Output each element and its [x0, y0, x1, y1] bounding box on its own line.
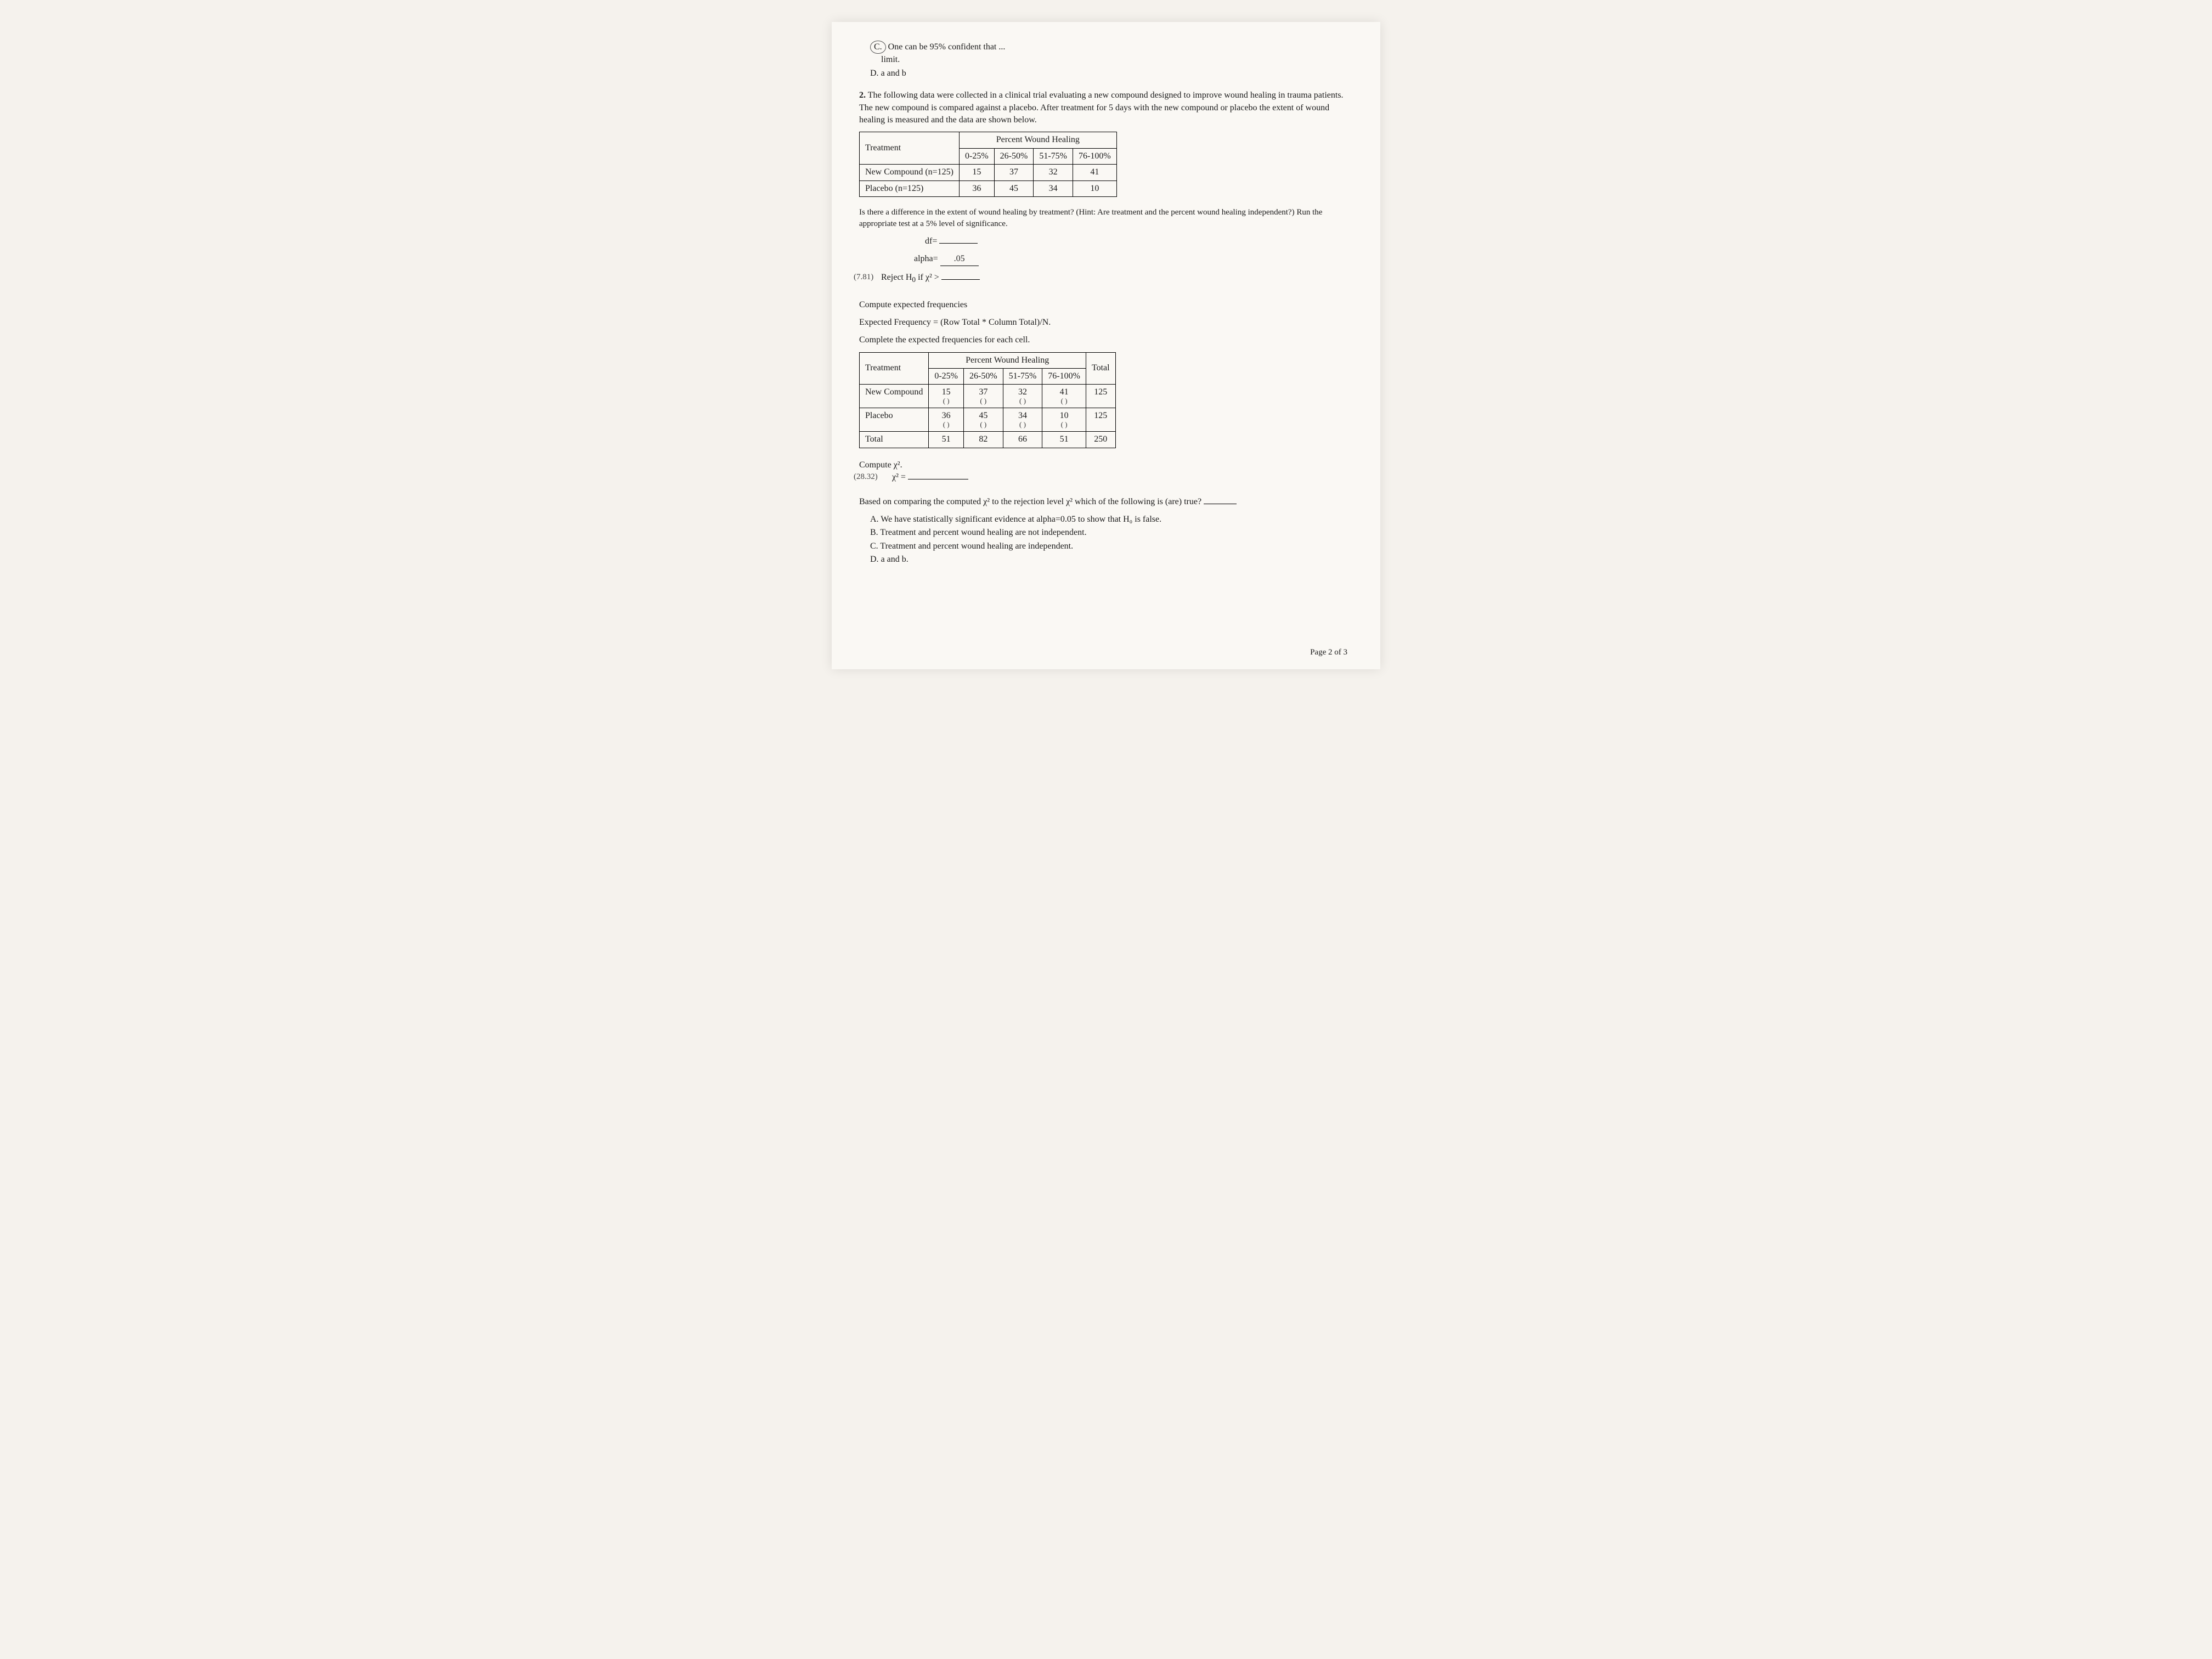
question-text: The following data were collected in a c…	[859, 91, 1344, 125]
conclusion-options: A. We have statistically significant evi…	[859, 514, 1353, 566]
question-2-prompt: 2. The following data were collected in …	[859, 89, 1353, 126]
cell: 34	[1034, 180, 1073, 196]
alpha-value[interactable]: .05	[940, 253, 979, 266]
option-d: D. a and b.	[870, 554, 1353, 566]
option-b: B. Treatment and percent wound healing a…	[870, 527, 1353, 539]
alpha-label: alpha=	[914, 254, 938, 263]
option-d-letter: D.	[870, 69, 879, 78]
cell[interactable]: 10	[1048, 410, 1080, 422]
cell[interactable]: 15	[934, 386, 958, 398]
cell: 37	[994, 165, 1034, 180]
compute-label-b: χ² =	[892, 472, 906, 482]
cell: 51	[929, 432, 964, 448]
col-76-100: 76-100%	[1042, 369, 1086, 385]
expected-heading: Compute expected frequencies	[859, 299, 1353, 311]
question-2-subprompt: Is there a difference in the extent of w…	[859, 207, 1353, 230]
option-d-text: a and b	[881, 69, 906, 78]
row-label: New Compound	[860, 385, 929, 408]
row-label: New Compound (n=125)	[860, 165, 960, 180]
col-0-25: 0-25%	[960, 148, 995, 164]
option-a: A. We have statistically significant evi…	[870, 514, 1353, 526]
df-blank[interactable]	[939, 243, 978, 244]
cell: 10	[1073, 180, 1116, 196]
col-26-50: 26-50%	[994, 148, 1034, 164]
complete-line: Complete the expected frequencies for ea…	[859, 334, 1353, 346]
page-footer: Page 2 of 3	[1310, 647, 1347, 658]
cell[interactable]: 37	[969, 386, 997, 398]
cell: 66	[1003, 432, 1042, 448]
row-label: Total	[860, 432, 929, 448]
cell[interactable]: 32	[1009, 386, 1037, 398]
reject-blank[interactable]	[941, 279, 980, 280]
col-0-25: 0-25%	[929, 369, 964, 385]
table1-row-newcompound: New Compound (n=125) 15 37 32 41	[860, 165, 1117, 180]
compute-margin-note: (28.32)	[854, 471, 878, 483]
cell: 45	[994, 180, 1034, 196]
table2-row-placebo: Placebo 36 45 34 10 125	[860, 408, 1116, 432]
cell: 32	[1034, 165, 1073, 180]
cell[interactable]: 36	[934, 410, 958, 422]
question-number: 2.	[859, 91, 866, 100]
table2-row-total: Total 51 82 66 51 250	[860, 432, 1116, 448]
observed-table: Treatment Percent Wound Healing 0-25% 26…	[859, 132, 1117, 197]
cell-total: 125	[1086, 385, 1115, 408]
col-51-75: 51-75%	[1034, 148, 1073, 164]
compute-label-a: Compute χ².	[859, 460, 902, 470]
col-26-50: 26-50%	[963, 369, 1003, 385]
row-label: Placebo (n=125)	[860, 180, 960, 196]
option-c-letter: C.	[870, 41, 886, 54]
col-76-100: 76-100%	[1073, 148, 1116, 164]
cell-total: 250	[1086, 432, 1115, 448]
df-label: df=	[925, 236, 937, 246]
table2-rowheader: Treatment	[860, 352, 929, 385]
reject-margin-note: (7.81)	[854, 272, 873, 283]
conclusion-prompt: Based on comparing the computed χ² to th…	[859, 496, 1353, 508]
cell[interactable]: 41	[1048, 386, 1080, 398]
col-total: Total	[1086, 352, 1115, 385]
df-line: df=	[925, 235, 1353, 247]
option-c-text: One can be 95% confident that ...	[888, 42, 1006, 52]
option-d: D. a and b	[870, 67, 1353, 80]
compute-chi-line: Compute χ². (28.32) χ² =	[859, 459, 1353, 484]
table1-rowheader: Treatment	[860, 132, 960, 165]
option-c: C. Treatment and percent wound healing a…	[870, 540, 1353, 552]
option-c: C. One can be 95% confident that ... lim…	[870, 41, 1353, 66]
table2-row-newcompound: New Compound 15 37 32 41 125	[860, 385, 1116, 408]
cell: 15	[960, 165, 995, 180]
reject-line: (7.81) Reject H0 if χ² >	[859, 272, 1353, 285]
expected-formula: Expected Frequency = (Row Total * Column…	[859, 317, 1353, 329]
reject-label-a: Reject H	[881, 273, 912, 282]
cell: 36	[960, 180, 995, 196]
cell: 41	[1073, 165, 1116, 180]
worksheet-page: C. One can be 95% confident that ... lim…	[832, 22, 1380, 669]
table1-group-header: Percent Wound Healing	[960, 132, 1117, 148]
table1-row-placebo: Placebo (n=125) 36 45 34 10	[860, 180, 1117, 196]
expected-table: Treatment Percent Wound Healing Total 0-…	[859, 352, 1116, 448]
table2-group-header: Percent Wound Healing	[929, 352, 1086, 368]
col-51-75: 51-75%	[1003, 369, 1042, 385]
row-label: Placebo	[860, 408, 929, 432]
cell[interactable]: 45	[969, 410, 997, 422]
cell-total: 125	[1086, 408, 1115, 432]
reject-label-b: if χ² >	[916, 273, 939, 282]
cell: 82	[963, 432, 1003, 448]
option-c-line2: limit.	[881, 55, 900, 64]
alpha-line: alpha= .05	[914, 253, 1353, 266]
prev-question-options: C. One can be 95% confident that ... lim…	[859, 41, 1353, 80]
cell: 51	[1042, 432, 1086, 448]
cell[interactable]: 34	[1009, 410, 1037, 422]
